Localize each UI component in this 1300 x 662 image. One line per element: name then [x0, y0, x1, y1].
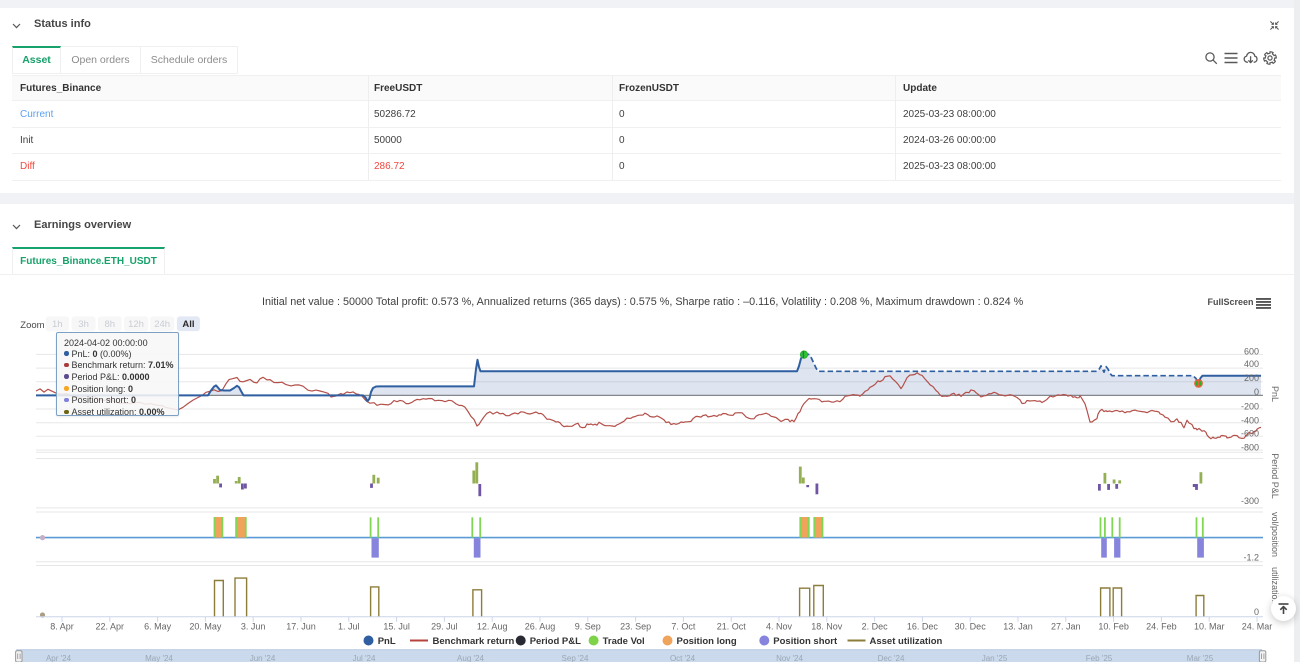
svg-text:2. Dec: 2. Dec: [862, 622, 889, 632]
svg-text:200: 200: [1244, 373, 1259, 383]
svg-text:Aug '24: Aug '24: [457, 654, 484, 662]
svg-text:Oct '24: Oct '24: [670, 654, 696, 662]
svg-text:Period P&L: Period P&L: [530, 636, 581, 647]
svg-text:Nov '24: Nov '24: [776, 654, 803, 662]
svg-text:10. Feb: 10. Feb: [1098, 622, 1129, 632]
svg-text:Jul '24: Jul '24: [353, 654, 376, 662]
svg-text:15. Jul: 15. Jul: [383, 622, 410, 632]
svg-text:Position short: Position short: [773, 636, 838, 647]
svg-text:-200: -200: [1241, 401, 1259, 411]
svg-text:-600: -600: [1241, 428, 1259, 438]
svg-text:vol/position: vol/position: [1270, 512, 1280, 557]
svg-text:0: 0: [1254, 607, 1259, 617]
svg-text:Jun '24: Jun '24: [250, 654, 276, 662]
svg-text:Apr '24: Apr '24: [46, 654, 72, 662]
svg-text:6. May: 6. May: [144, 622, 172, 632]
svg-text:26. Aug: 26. Aug: [525, 622, 556, 632]
svg-text:400: 400: [1244, 359, 1259, 369]
svg-text:12h: 12h: [128, 319, 144, 330]
svg-text:27. Jan: 27. Jan: [1051, 622, 1081, 632]
svg-text:PnL: PnL: [1270, 386, 1280, 402]
svg-text:24h: 24h: [154, 319, 170, 330]
svg-text:10. Mar: 10. Mar: [1194, 622, 1225, 632]
svg-text:Trade Vol: Trade Vol: [603, 636, 645, 647]
svg-text:3h: 3h: [78, 319, 89, 330]
svg-text:18. Nov: 18. Nov: [811, 622, 843, 632]
svg-text:PnL: PnL: [378, 636, 396, 647]
svg-text:Period P&L: Period P&L: [1270, 453, 1280, 499]
svg-text:13. Jan: 13. Jan: [1003, 622, 1033, 632]
svg-text:20. May: 20. May: [189, 622, 222, 632]
svg-text:30. Dec: 30. Dec: [955, 622, 987, 632]
svg-text:Benchmark return: Benchmark return: [433, 636, 515, 647]
svg-text:1. Jul: 1. Jul: [338, 622, 360, 632]
svg-text:24. Feb: 24. Feb: [1146, 622, 1177, 632]
svg-text:-300: -300: [1241, 496, 1259, 506]
svg-text:Position long: Position long: [677, 636, 737, 647]
svg-text:12. Aug: 12. Aug: [477, 622, 508, 632]
svg-text:23. Sep: 23. Sep: [620, 622, 651, 632]
svg-text:Sep '24: Sep '24: [562, 654, 589, 662]
svg-text:utilizatio...: utilizatio...: [1270, 567, 1280, 607]
svg-text:600: 600: [1244, 346, 1259, 356]
svg-text:Asset utilization: Asset utilization: [870, 636, 943, 647]
svg-text:Zoom: Zoom: [20, 320, 44, 331]
svg-text:17. Jun: 17. Jun: [286, 622, 316, 632]
svg-text:4. Nov: 4. Nov: [766, 622, 793, 632]
svg-text:21. Oct: 21. Oct: [717, 622, 747, 632]
svg-text:0: 0: [1254, 387, 1259, 397]
svg-text:8h: 8h: [104, 319, 115, 330]
svg-text:9. Sep: 9. Sep: [575, 622, 601, 632]
svg-text:7. Oct: 7. Oct: [671, 622, 696, 632]
svg-text:3. Jun: 3. Jun: [241, 622, 266, 632]
svg-text:-400: -400: [1241, 415, 1259, 425]
svg-text:29. Jul: 29. Jul: [431, 622, 458, 632]
svg-text:8. Apr: 8. Apr: [50, 622, 74, 632]
svg-text:Jan '25: Jan '25: [982, 654, 1008, 662]
svg-text:Feb '25: Feb '25: [1086, 654, 1113, 662]
svg-text:Dec '24: Dec '24: [878, 654, 905, 662]
svg-text:-1.2: -1.2: [1243, 553, 1259, 563]
svg-text:May '24: May '24: [145, 654, 173, 662]
svg-text:1h: 1h: [52, 319, 63, 330]
svg-text:22. Apr: 22. Apr: [96, 622, 125, 632]
svg-text:16. Dec: 16. Dec: [907, 622, 939, 632]
svg-text:24. Mar: 24. Mar: [1242, 622, 1273, 632]
svg-text:All: All: [182, 319, 194, 330]
svg-text:Mar '25: Mar '25: [1187, 654, 1214, 662]
svg-text:-800: -800: [1241, 443, 1259, 453]
